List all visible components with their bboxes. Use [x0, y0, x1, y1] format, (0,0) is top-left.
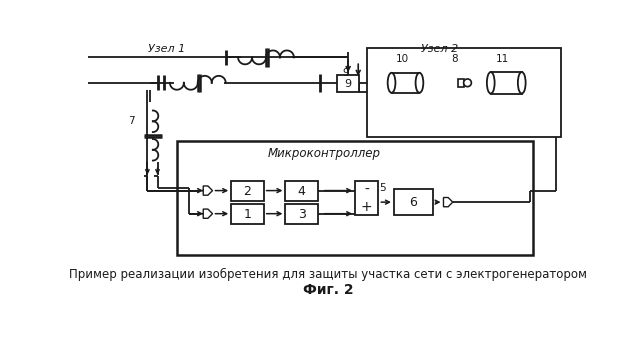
Text: 3: 3	[298, 208, 305, 221]
Text: Пример реализации изобретения для защиты участка сети с электрогенератором: Пример реализации изобретения для защиты…	[69, 268, 587, 281]
Ellipse shape	[518, 72, 525, 94]
Polygon shape	[444, 197, 452, 207]
Bar	[367, 48, 561, 137]
Ellipse shape	[487, 72, 495, 94]
Polygon shape	[204, 209, 212, 218]
Text: 2: 2	[243, 185, 252, 198]
Bar	[491, 72, 522, 94]
Text: Узел 1: Узел 1	[148, 44, 186, 54]
Polygon shape	[204, 186, 212, 195]
Text: 4: 4	[298, 185, 305, 198]
Bar	[231, 181, 264, 201]
Ellipse shape	[415, 73, 423, 93]
Text: 10: 10	[396, 54, 408, 64]
Text: 8: 8	[451, 54, 458, 64]
Text: 5: 5	[379, 183, 386, 193]
Text: 7: 7	[128, 116, 134, 126]
Text: Фиг. 2: Фиг. 2	[303, 283, 353, 297]
Text: 1: 1	[243, 208, 252, 221]
Text: 6: 6	[410, 196, 417, 209]
Circle shape	[463, 79, 472, 87]
Bar	[458, 79, 465, 87]
Bar	[337, 75, 359, 92]
Text: 11: 11	[496, 54, 509, 64]
Text: Узел 2: Узел 2	[421, 44, 458, 54]
Text: 9: 9	[342, 68, 349, 78]
Bar	[355, 181, 378, 215]
Ellipse shape	[388, 73, 396, 93]
Bar	[285, 181, 318, 201]
Bar	[392, 73, 419, 93]
Text: +: +	[361, 200, 372, 214]
Bar	[231, 204, 264, 224]
Text: 9: 9	[344, 79, 352, 89]
Text: Микроконтроллер: Микроконтроллер	[268, 147, 381, 160]
Bar	[285, 204, 318, 224]
Bar	[177, 141, 533, 254]
Text: -: -	[364, 183, 369, 197]
Bar	[394, 189, 433, 215]
